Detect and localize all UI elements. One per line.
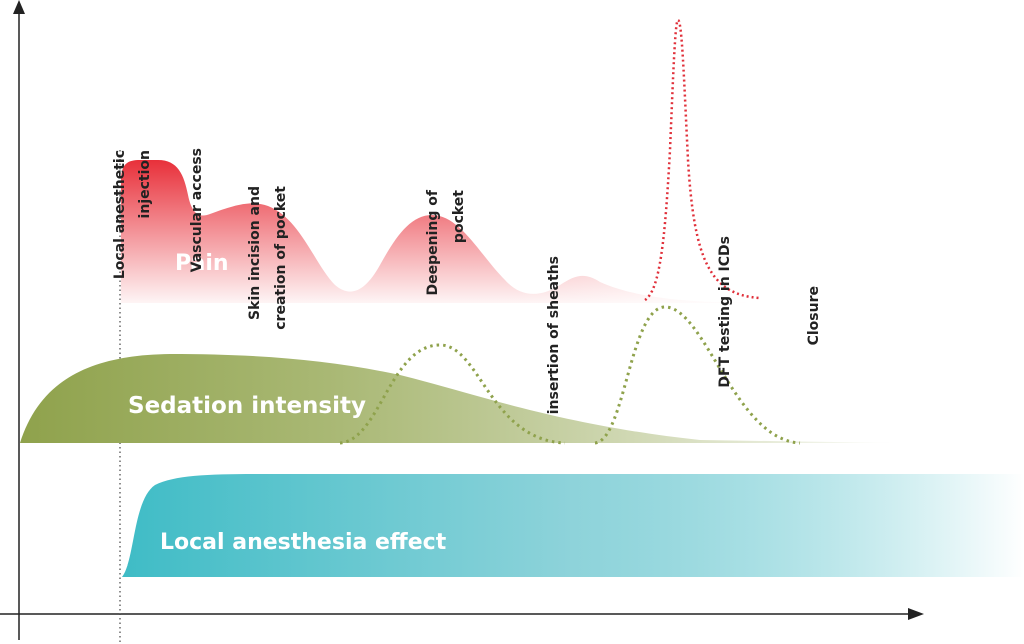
sedation-bolus-2 xyxy=(594,305,801,445)
sedation-label: Sedation intensity xyxy=(128,393,366,419)
local-anesthesia-area xyxy=(122,474,1024,577)
svg-text:Closure: Closure xyxy=(806,286,822,345)
local-anesthesia-label: Local anesthesia effect xyxy=(160,530,447,555)
x-axis xyxy=(0,608,924,620)
svg-text:Local anesthetic: Local anesthetic xyxy=(112,150,128,279)
event-vascular-access: Vascular access xyxy=(189,148,205,272)
event-skin-incision: Skin incision and creation of pocket xyxy=(247,186,289,330)
pain-label: Pain xyxy=(175,251,229,276)
event-deepening: Deepening of pocket xyxy=(425,189,467,295)
svg-text:Vascular access: Vascular access xyxy=(189,148,205,272)
svg-text:injection: injection xyxy=(137,150,153,218)
sedation-bolus-1 xyxy=(339,343,566,445)
svg-text:Skin incision and: Skin incision and xyxy=(247,186,263,320)
y-axis xyxy=(13,0,25,640)
event-dft: DFT testing in ICDs xyxy=(717,236,733,388)
event-sheaths: insertion of sheaths xyxy=(546,256,562,414)
pain-fade xyxy=(120,150,780,310)
svg-text:pocket: pocket xyxy=(451,190,467,243)
svg-text:creation of pocket: creation of pocket xyxy=(273,186,289,330)
dft-pain-spike xyxy=(644,18,761,302)
svg-text:DFT testing in ICDs: DFT testing in ICDs xyxy=(717,236,733,388)
event-closure: Closure xyxy=(806,286,822,345)
svg-text:Deepening of: Deepening of xyxy=(425,189,441,295)
sedation-area xyxy=(20,354,900,443)
svg-text:insertion of sheaths: insertion of sheaths xyxy=(546,256,562,414)
event-local-injection: Local anesthetic injection xyxy=(112,150,153,279)
